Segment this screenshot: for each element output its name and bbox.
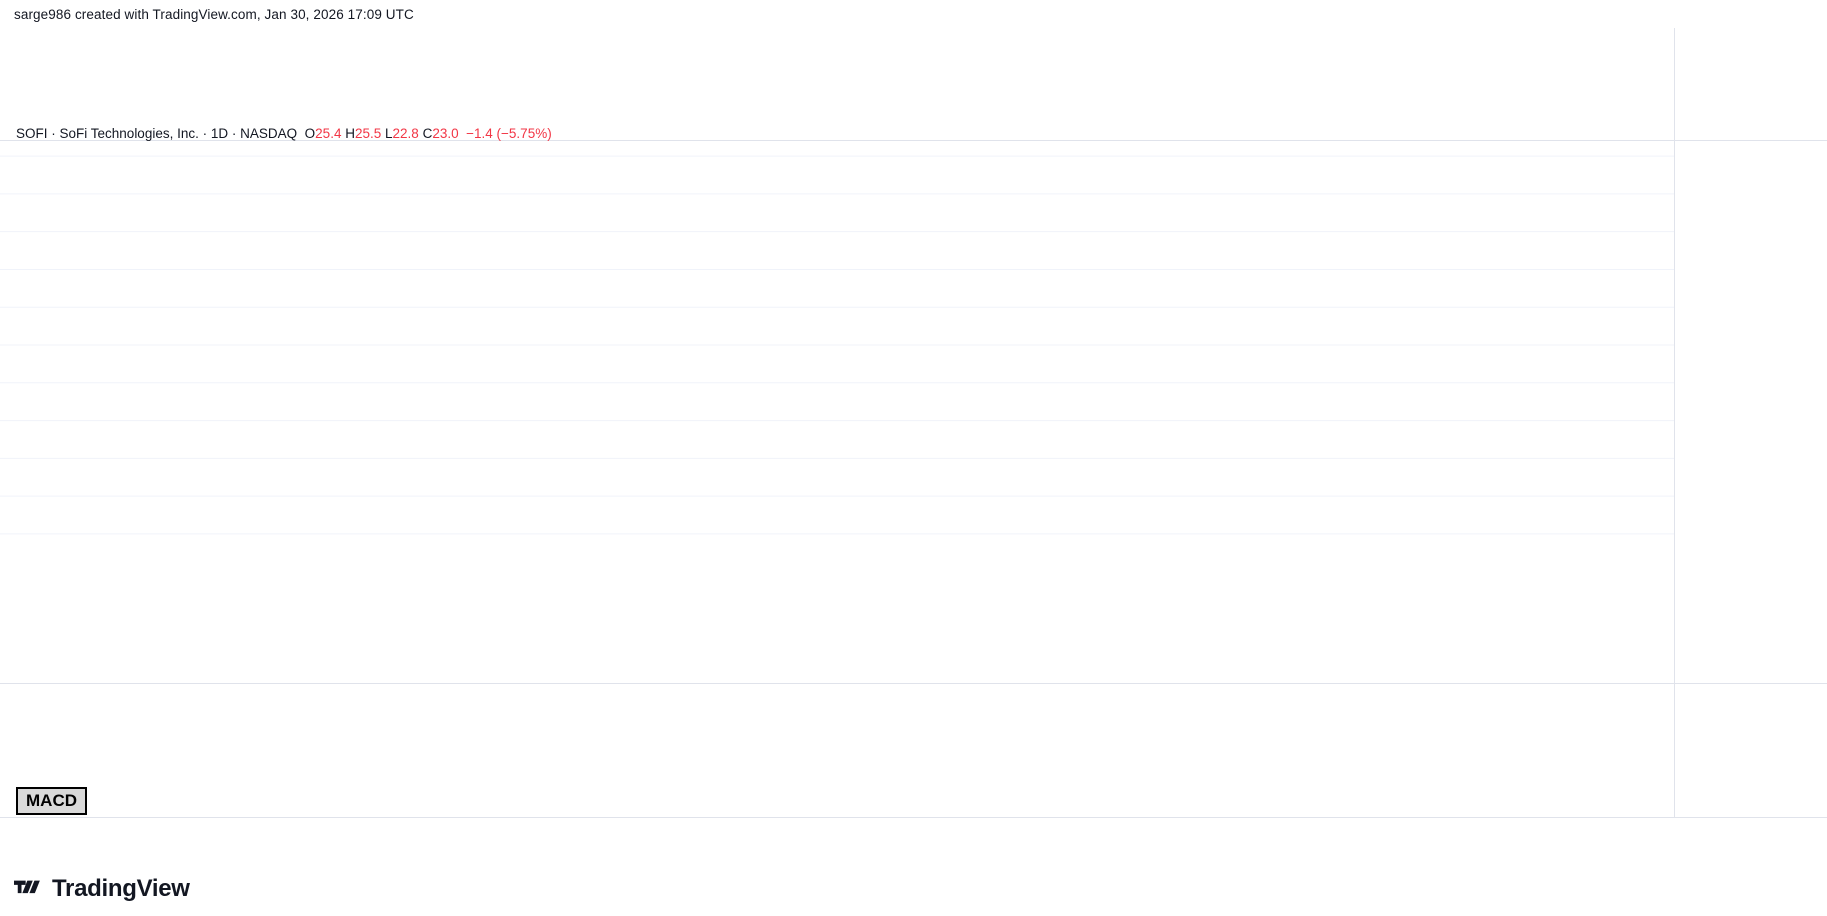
legend-low-value: 22.8 bbox=[392, 126, 419, 141]
time-axis[interactable] bbox=[0, 817, 1827, 862]
macd-scale[interactable] bbox=[1674, 684, 1827, 817]
legend-close-label: C bbox=[422, 126, 433, 141]
legend-sep-2: · bbox=[198, 126, 211, 141]
legend-high-label: H bbox=[345, 126, 355, 141]
macd-plot bbox=[0, 684, 1674, 817]
macd-pane bbox=[0, 684, 1827, 817]
attribution-text: sarge986 created with TradingView.com, J… bbox=[14, 7, 414, 22]
volume-scale[interactable] bbox=[1674, 546, 1827, 683]
legend-description: SoFi Technologies, Inc. bbox=[59, 126, 199, 141]
rsi-price-scale[interactable] bbox=[1674, 28, 1827, 141]
tradingview-wordmark: TradingView bbox=[52, 875, 190, 902]
legend-open-value: 25.4 bbox=[315, 126, 342, 141]
volume-plot bbox=[0, 546, 1674, 683]
legend-interval[interactable]: 1D bbox=[210, 126, 229, 141]
tradingview-logo: TradingView bbox=[14, 875, 190, 903]
legend-open-label: O bbox=[304, 126, 316, 141]
pane-divider[interactable] bbox=[0, 683, 1827, 684]
pane-divider[interactable] bbox=[0, 140, 1827, 141]
rsi-pane bbox=[0, 28, 1827, 141]
legend-low-label: L bbox=[385, 126, 393, 141]
macd-indicator-title[interactable]: MACD bbox=[16, 787, 87, 815]
price-plot[interactable] bbox=[0, 141, 1674, 546]
legend-change-percent: (−5.75%) bbox=[496, 126, 552, 141]
tradingview-logo-icon bbox=[14, 880, 40, 894]
price-pane bbox=[0, 141, 1827, 546]
legend-change: −1.4 bbox=[466, 126, 493, 141]
legend-exchange: NASDAQ bbox=[240, 126, 298, 141]
volume-pane bbox=[0, 546, 1827, 683]
legend-sep-3: · bbox=[228, 126, 241, 141]
legend-sep-1: · bbox=[47, 126, 60, 141]
legend-high-value: 25.5 bbox=[354, 126, 382, 141]
legend-symbol[interactable]: SOFI bbox=[16, 126, 48, 141]
symbol-legend[interactable]: SOFI · SoFi Technologies, Inc. · 1D · NA… bbox=[16, 127, 552, 141]
rsi-plot bbox=[0, 28, 1674, 141]
legend-close-value: 23.0 bbox=[432, 126, 459, 141]
price-scale[interactable] bbox=[1674, 141, 1827, 546]
